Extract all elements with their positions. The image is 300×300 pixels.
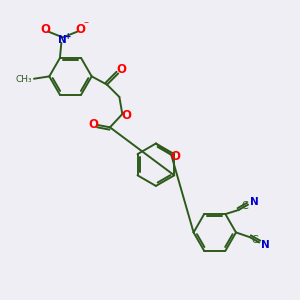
Text: O: O [40, 23, 50, 36]
Text: O: O [170, 150, 180, 163]
Text: +: + [65, 32, 71, 41]
Text: CH₃: CH₃ [15, 74, 32, 83]
Text: O: O [88, 118, 98, 131]
Text: C: C [241, 201, 248, 212]
Text: N: N [250, 197, 258, 207]
Text: C: C [252, 236, 259, 245]
Text: O: O [121, 109, 131, 122]
Text: N: N [58, 35, 67, 45]
Text: ⁻: ⁻ [83, 20, 88, 30]
Text: O: O [76, 23, 85, 36]
Text: N: N [261, 240, 269, 250]
Text: O: O [117, 63, 127, 76]
